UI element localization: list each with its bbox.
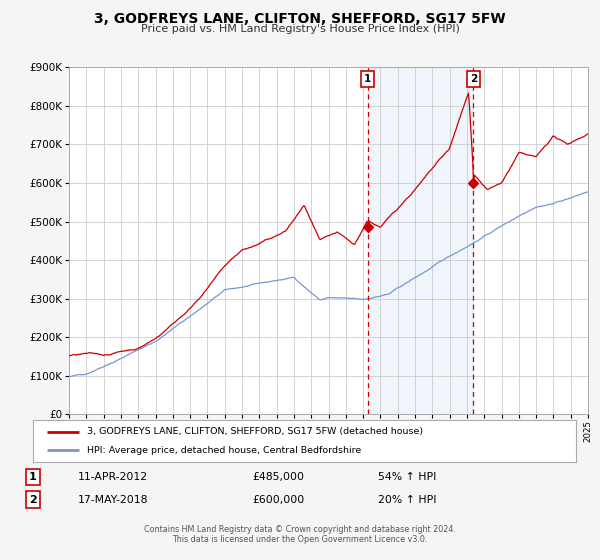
- Text: Contains HM Land Registry data © Crown copyright and database right 2024.: Contains HM Land Registry data © Crown c…: [144, 525, 456, 534]
- Text: 20% ↑ HPI: 20% ↑ HPI: [378, 494, 437, 505]
- Text: Price paid vs. HM Land Registry's House Price Index (HPI): Price paid vs. HM Land Registry's House …: [140, 24, 460, 34]
- Text: £600,000: £600,000: [252, 494, 304, 505]
- Text: 1: 1: [364, 74, 371, 85]
- Text: 3, GODFREYS LANE, CLIFTON, SHEFFORD, SG17 5FW (detached house): 3, GODFREYS LANE, CLIFTON, SHEFFORD, SG1…: [88, 427, 424, 436]
- Text: This data is licensed under the Open Government Licence v3.0.: This data is licensed under the Open Gov…: [172, 535, 428, 544]
- Text: 2: 2: [29, 494, 37, 505]
- Text: 1: 1: [29, 472, 37, 482]
- Text: HPI: Average price, detached house, Central Bedfordshire: HPI: Average price, detached house, Cent…: [88, 446, 362, 455]
- Text: 54% ↑ HPI: 54% ↑ HPI: [378, 472, 436, 482]
- Text: £485,000: £485,000: [252, 472, 304, 482]
- Text: 3, GODFREYS LANE, CLIFTON, SHEFFORD, SG17 5FW: 3, GODFREYS LANE, CLIFTON, SHEFFORD, SG1…: [94, 12, 506, 26]
- Text: 2: 2: [470, 74, 477, 85]
- Text: 17-MAY-2018: 17-MAY-2018: [78, 494, 149, 505]
- Bar: [368, 67, 473, 414]
- Text: 11-APR-2012: 11-APR-2012: [78, 472, 148, 482]
